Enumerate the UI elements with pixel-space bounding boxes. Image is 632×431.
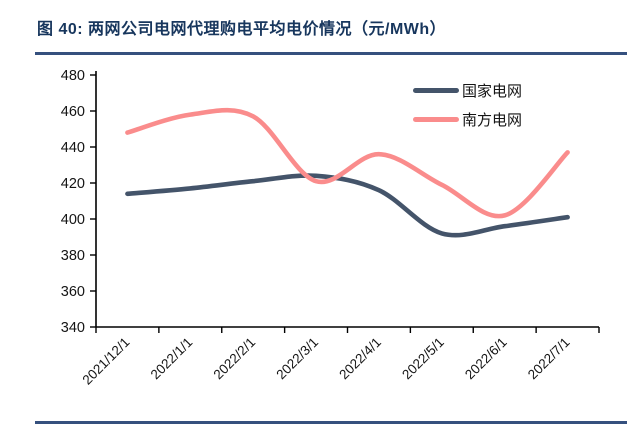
- x-axis-tick-label: 2022/5/1: [399, 335, 447, 383]
- y-axis-tick-label: 400: [61, 212, 85, 228]
- y-axis-tick-label: 440: [61, 140, 85, 156]
- legend-label-state-grid: 国家电网: [462, 82, 523, 100]
- x-axis-tick-label: 2021/12/1: [79, 335, 132, 388]
- x-axis-tick-label: 2022/3/1: [273, 335, 321, 383]
- x-axis-tick-label: 2022/6/1: [462, 335, 510, 383]
- x-axis-tick-label: 2022/4/1: [336, 335, 384, 383]
- southern-grid-line-swatch: [413, 116, 459, 122]
- x-axis-tick-label: 2022/2/1: [211, 335, 259, 383]
- y-axis-tick-label: 340: [61, 320, 85, 336]
- legend-item-southern-grid: 南方电网: [413, 109, 522, 129]
- y-axis-tick-label: 420: [61, 176, 85, 192]
- legend-label-southern-grid: 南方电网: [462, 111, 523, 129]
- figure-bottom-rule: [35, 421, 627, 424]
- y-axis-tick-label: 460: [61, 104, 85, 120]
- y-axis-tick-label: 360: [61, 284, 85, 300]
- y-axis-tick-label: 480: [61, 68, 85, 84]
- chart-legend: 国家电网 南方电网: [413, 80, 522, 129]
- title-divider-rule: [35, 52, 627, 55]
- x-axis-tick-label: 2022/1/1: [148, 335, 196, 383]
- y-axis-tick-label: 380: [61, 248, 85, 264]
- series-line-1: [125, 107, 570, 219]
- x-axis-tick-label: 2022/7/1: [525, 335, 573, 383]
- figure-title: 图 40: 两网公司电网代理购电平均电价情况（元/MWh）: [37, 21, 447, 38]
- price-trend-chart: 340 360 380 400 420 440 460 480 2021/12/1 2022/1/…: [61, 68, 600, 388]
- series-line-0: [125, 173, 570, 238]
- legend-item-state-grid: 国家电网: [413, 80, 522, 100]
- state-grid-line-swatch: [413, 87, 459, 93]
